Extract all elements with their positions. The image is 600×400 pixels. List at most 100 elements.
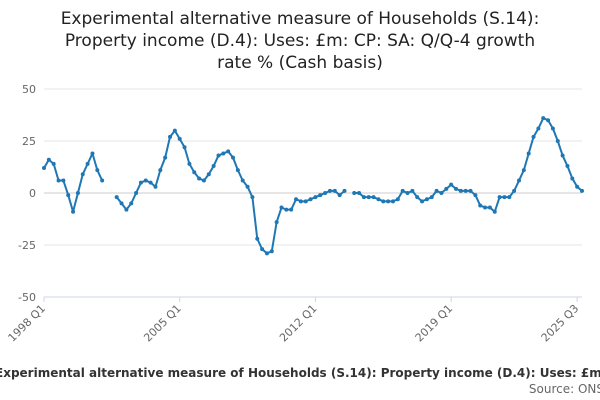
data-point[interactable] <box>381 199 386 204</box>
data-point[interactable] <box>95 168 100 173</box>
data-point[interactable] <box>424 197 429 202</box>
data-point[interactable] <box>468 188 473 193</box>
data-point[interactable] <box>429 195 434 200</box>
data-point[interactable] <box>143 178 148 183</box>
data-point[interactable] <box>463 188 468 193</box>
data-point[interactable] <box>521 168 526 173</box>
data-point[interactable] <box>129 201 134 206</box>
data-point[interactable] <box>478 203 483 208</box>
data-point[interactable] <box>361 195 366 200</box>
data-point[interactable] <box>434 188 439 193</box>
data-point[interactable] <box>134 191 139 195</box>
data-point[interactable] <box>323 191 328 195</box>
data-point[interactable] <box>575 184 580 189</box>
data-point[interactable] <box>226 149 231 154</box>
data-point[interactable] <box>405 191 410 195</box>
data-point[interactable] <box>216 153 221 158</box>
data-point[interactable] <box>240 178 245 183</box>
data-point[interactable] <box>449 182 454 187</box>
data-point[interactable] <box>187 161 192 166</box>
data-point[interactable] <box>284 207 289 212</box>
data-point[interactable] <box>570 176 575 181</box>
data-point[interactable] <box>308 197 313 202</box>
data-point[interactable] <box>56 178 61 183</box>
data-point[interactable] <box>327 188 332 193</box>
data-point[interactable] <box>531 134 536 139</box>
data-point[interactable] <box>332 188 337 193</box>
data-point[interactable] <box>124 207 129 212</box>
data-point[interactable] <box>555 139 560 143</box>
data-point[interactable] <box>483 205 488 210</box>
data-point[interactable] <box>526 151 531 156</box>
data-point[interactable] <box>177 136 182 141</box>
data-point[interactable] <box>502 195 507 200</box>
data-point[interactable] <box>492 209 497 214</box>
data-point[interactable] <box>371 195 376 200</box>
data-point[interactable] <box>274 220 279 225</box>
data-point[interactable] <box>366 195 371 200</box>
data-point[interactable] <box>458 188 463 193</box>
data-point[interactable] <box>420 199 425 204</box>
data-point[interactable] <box>318 193 323 198</box>
data-point[interactable] <box>148 180 153 185</box>
data-point[interactable] <box>51 161 56 166</box>
data-point[interactable] <box>231 155 236 160</box>
data-point[interactable] <box>546 118 551 123</box>
data-point[interactable] <box>400 188 405 193</box>
data-point[interactable] <box>487 205 492 210</box>
data-point[interactable] <box>260 247 265 252</box>
data-point[interactable] <box>357 191 362 195</box>
data-point[interactable] <box>303 199 308 204</box>
data-point[interactable] <box>90 151 95 156</box>
data-point[interactable] <box>279 205 284 210</box>
data-point[interactable] <box>71 209 76 214</box>
data-point[interactable] <box>541 116 546 121</box>
data-point[interactable] <box>46 157 51 162</box>
data-point[interactable] <box>536 126 541 131</box>
data-point[interactable] <box>250 195 255 200</box>
data-point[interactable] <box>453 186 458 191</box>
data-point[interactable] <box>269 249 274 254</box>
data-point[interactable] <box>560 153 565 158</box>
data-point[interactable] <box>352 191 357 195</box>
data-point[interactable] <box>153 184 158 189</box>
data-point[interactable] <box>114 195 119 200</box>
data-point[interactable] <box>100 178 105 183</box>
data-point[interactable] <box>264 251 269 256</box>
data-point[interactable] <box>255 236 260 241</box>
data-point[interactable] <box>221 151 226 156</box>
data-point[interactable] <box>565 163 570 168</box>
data-point[interactable] <box>201 178 206 183</box>
data-point[interactable] <box>580 188 584 193</box>
data-point[interactable] <box>66 193 71 198</box>
data-point[interactable] <box>473 193 478 198</box>
data-point[interactable] <box>182 145 187 150</box>
data-point[interactable] <box>550 126 555 131</box>
data-point[interactable] <box>192 170 197 175</box>
data-point[interactable] <box>415 195 420 200</box>
data-point[interactable] <box>390 199 395 204</box>
data-point[interactable] <box>516 178 521 183</box>
data-point[interactable] <box>85 161 90 166</box>
data-point[interactable] <box>119 201 124 206</box>
data-point[interactable] <box>211 163 216 168</box>
data-point[interactable] <box>235 168 240 173</box>
data-point[interactable] <box>61 178 66 183</box>
data-point[interactable] <box>80 172 85 177</box>
data-point[interactable] <box>206 172 211 177</box>
data-point[interactable] <box>138 180 143 185</box>
data-point[interactable] <box>342 188 347 193</box>
data-point[interactable] <box>289 207 294 212</box>
data-point[interactable] <box>197 176 202 181</box>
data-point[interactable] <box>298 199 303 204</box>
data-point[interactable] <box>245 184 250 189</box>
data-point[interactable] <box>313 195 318 200</box>
data-point[interactable] <box>444 186 449 191</box>
data-point[interactable] <box>42 166 46 171</box>
data-point[interactable] <box>158 168 163 173</box>
data-point[interactable] <box>163 155 168 160</box>
data-point[interactable] <box>294 197 299 202</box>
data-point[interactable] <box>172 128 177 133</box>
data-point[interactable] <box>410 188 415 193</box>
data-point[interactable] <box>337 193 342 198</box>
